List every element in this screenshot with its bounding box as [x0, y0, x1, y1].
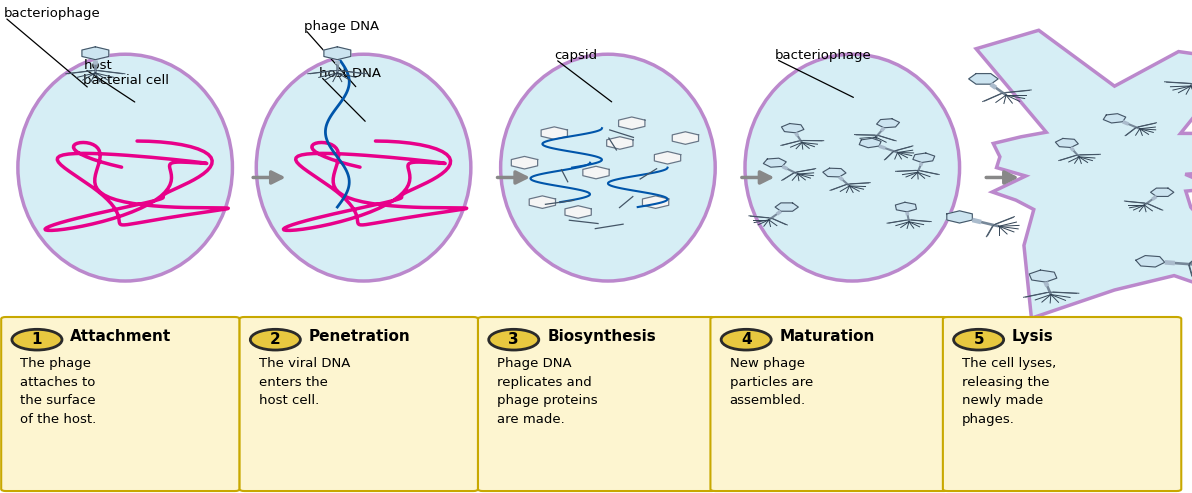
Polygon shape: [913, 153, 935, 163]
Text: Lysis: Lysis: [1012, 329, 1054, 344]
FancyBboxPatch shape: [478, 317, 716, 491]
Text: Biosynthesis: Biosynthesis: [547, 329, 656, 344]
Circle shape: [12, 329, 62, 350]
Text: bacteriophage: bacteriophage: [775, 49, 871, 62]
Ellipse shape: [745, 54, 960, 281]
FancyBboxPatch shape: [943, 317, 1181, 491]
Polygon shape: [82, 47, 108, 60]
Polygon shape: [583, 166, 609, 179]
Text: 1: 1: [32, 332, 42, 347]
Text: host
bacterial cell: host bacterial cell: [83, 59, 169, 87]
Polygon shape: [1150, 188, 1174, 196]
Polygon shape: [859, 138, 881, 148]
Text: 4: 4: [741, 332, 751, 347]
Text: bacteriophage: bacteriophage: [4, 7, 100, 20]
Polygon shape: [969, 73, 998, 84]
Polygon shape: [324, 47, 350, 60]
Polygon shape: [529, 196, 555, 209]
Text: The viral DNA
enters the
host cell.: The viral DNA enters the host cell.: [259, 357, 350, 407]
Ellipse shape: [501, 54, 715, 281]
Text: phage DNA: phage DNA: [304, 20, 379, 33]
Text: Maturation: Maturation: [780, 329, 875, 344]
Polygon shape: [775, 203, 799, 211]
Polygon shape: [565, 206, 591, 218]
Text: 3: 3: [509, 332, 519, 347]
Text: host DNA: host DNA: [319, 67, 381, 79]
Circle shape: [250, 329, 300, 350]
Polygon shape: [619, 117, 645, 130]
Polygon shape: [1104, 114, 1125, 123]
Circle shape: [721, 329, 771, 350]
Polygon shape: [1055, 139, 1079, 147]
Polygon shape: [672, 132, 699, 144]
Polygon shape: [607, 137, 633, 149]
Text: The phage
attaches to
the surface
of the host.: The phage attaches to the surface of the…: [20, 357, 97, 426]
Circle shape: [954, 329, 1004, 350]
FancyBboxPatch shape: [1, 317, 240, 491]
Polygon shape: [511, 156, 538, 169]
Polygon shape: [541, 127, 567, 140]
FancyBboxPatch shape: [710, 317, 949, 491]
Polygon shape: [763, 158, 787, 167]
Text: The cell lyses,
releasing the
newly made
phages.: The cell lyses, releasing the newly made…: [962, 357, 1056, 426]
Text: capsid: capsid: [554, 49, 597, 62]
FancyBboxPatch shape: [240, 317, 478, 491]
Circle shape: [489, 329, 539, 350]
Polygon shape: [1136, 255, 1165, 267]
Text: Attachment: Attachment: [70, 329, 172, 344]
Polygon shape: [782, 124, 803, 133]
Polygon shape: [895, 202, 917, 212]
Ellipse shape: [256, 54, 471, 281]
Polygon shape: [642, 196, 669, 209]
Text: 2: 2: [269, 332, 281, 347]
Polygon shape: [1029, 270, 1057, 282]
Ellipse shape: [18, 54, 232, 281]
Text: 5: 5: [974, 332, 983, 347]
Text: Penetration: Penetration: [309, 329, 410, 344]
Polygon shape: [822, 168, 846, 177]
Polygon shape: [654, 151, 681, 164]
Polygon shape: [976, 30, 1192, 318]
Text: Phage DNA
replicates and
phage proteins
are made.: Phage DNA replicates and phage proteins …: [497, 357, 597, 426]
Polygon shape: [876, 119, 900, 128]
Polygon shape: [946, 211, 973, 223]
Text: New phage
particles are
assembled.: New phage particles are assembled.: [730, 357, 813, 407]
